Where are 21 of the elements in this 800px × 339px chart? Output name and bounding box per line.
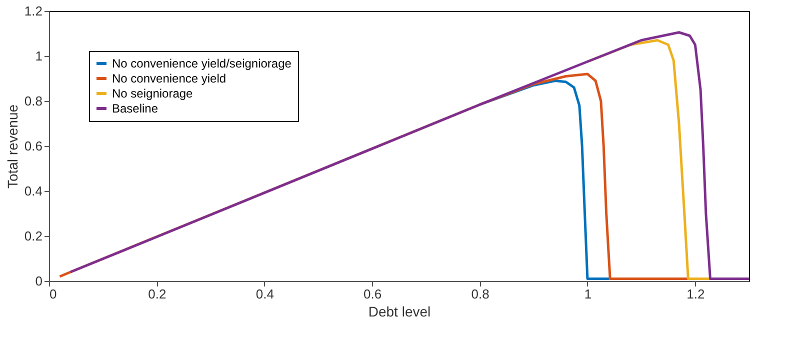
x-tick-label: 1 — [584, 286, 592, 302]
x-tick-label: 0.2 — [148, 286, 166, 302]
x-tick-label: 0.4 — [256, 286, 274, 302]
y-tick-label: 0.6 — [24, 138, 42, 154]
y-tick-label: 0.8 — [24, 94, 42, 108]
x-tick-label: 1.2 — [686, 286, 705, 302]
y-tick-label: 1.2 — [24, 4, 42, 18]
x-tick-label: 0 — [50, 286, 57, 302]
y-tick-label: 0.2 — [24, 228, 42, 244]
legend-label: Baseline — [112, 102, 158, 116]
legend-label: No convenience yield/seigniorage — [112, 56, 292, 70]
legend-label: No convenience yield — [112, 72, 226, 86]
legend-label: No seigniorage — [112, 86, 194, 100]
y-tick-label: 1 — [35, 48, 42, 64]
y-tick-label: 0 — [35, 274, 42, 288]
x-tick-label: 0.6 — [364, 286, 382, 302]
line-series — [69, 31, 750, 280]
y-axis-title: Total revenue — [4, 104, 20, 189]
y-tick-label: 0.4 — [24, 184, 42, 198]
x-axis-title: Debt level — [368, 304, 431, 320]
x-tick-label: 0.8 — [471, 286, 490, 302]
